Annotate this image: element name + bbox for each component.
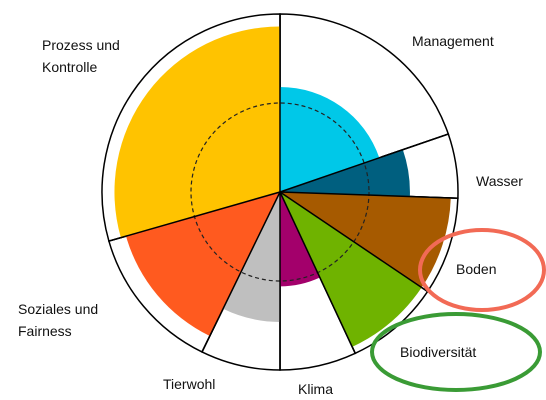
sector-divider [279, 133, 449, 193]
category-label: Management [412, 33, 494, 49]
sector [114, 26, 281, 238]
sector [280, 149, 410, 197]
sector [280, 192, 422, 347]
sector-divider [279, 191, 356, 354]
sector-divider [279, 191, 428, 293]
category-label: Wasser [476, 173, 523, 189]
category-label: Tierwohl [163, 376, 216, 392]
sector-divider [201, 191, 281, 353]
wedges [101, 13, 459, 371]
category-label: Prozess und Kontrolle [42, 37, 120, 75]
sector [280, 192, 451, 288]
category-label: Klima [298, 381, 334, 397]
category-label: Soziales und Fairness [18, 301, 99, 339]
highlight-biodiversitaet [370, 312, 542, 392]
category-label: Biodiversität [400, 344, 477, 360]
sector-divider [108, 191, 281, 242]
sector [280, 192, 320, 287]
reference-circle [190, 102, 370, 282]
sector-divider [279, 191, 458, 199]
sector [126, 192, 280, 336]
sector [223, 192, 280, 322]
category-label: Boden [456, 261, 497, 277]
highlight-boden [418, 228, 546, 312]
